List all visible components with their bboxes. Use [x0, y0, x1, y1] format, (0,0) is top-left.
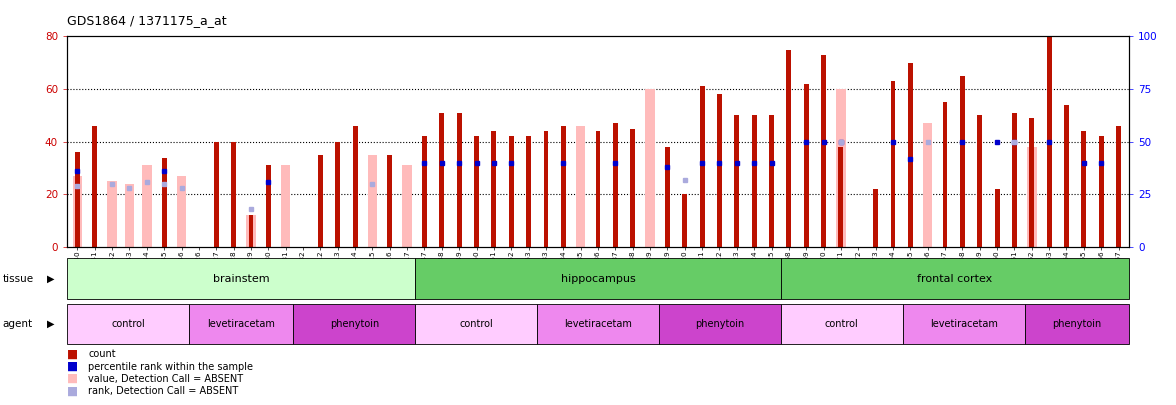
Bar: [125, 184, 134, 247]
Bar: [474, 136, 479, 247]
Bar: [368, 155, 377, 247]
Bar: [93, 126, 98, 247]
Bar: [630, 129, 635, 247]
Bar: [664, 147, 670, 247]
Bar: [440, 113, 445, 247]
Bar: [717, 94, 722, 247]
Bar: [107, 181, 116, 247]
Bar: [509, 136, 514, 247]
Bar: [1047, 36, 1051, 247]
Text: control: control: [111, 319, 145, 329]
Bar: [769, 115, 774, 247]
Text: levetiracetam: levetiracetam: [207, 319, 275, 329]
Text: ■: ■: [67, 360, 78, 373]
Bar: [613, 123, 617, 247]
Text: ■: ■: [67, 372, 78, 385]
Bar: [1029, 118, 1034, 247]
Text: rank, Detection Call = ABSENT: rank, Detection Call = ABSENT: [88, 386, 239, 396]
Bar: [1027, 147, 1036, 247]
Bar: [335, 142, 340, 247]
Bar: [162, 158, 167, 247]
Bar: [682, 194, 687, 247]
Text: tissue: tissue: [2, 274, 33, 284]
Text: phenytoin: phenytoin: [1053, 319, 1102, 329]
Bar: [75, 152, 80, 247]
Bar: [821, 55, 826, 247]
Text: control: control: [460, 319, 493, 329]
Bar: [1098, 136, 1103, 247]
Text: ■: ■: [67, 384, 78, 397]
Bar: [456, 113, 462, 247]
Bar: [646, 89, 655, 247]
Bar: [246, 215, 255, 247]
Text: brainstem: brainstem: [213, 274, 269, 284]
Bar: [595, 131, 601, 247]
Bar: [923, 123, 933, 247]
Text: hippocampus: hippocampus: [561, 274, 635, 284]
Bar: [561, 126, 566, 247]
Bar: [266, 165, 270, 247]
Text: ▶: ▶: [47, 274, 54, 284]
Bar: [318, 155, 322, 247]
Text: value, Detection Call = ABSENT: value, Detection Call = ABSENT: [88, 374, 243, 384]
Text: agent: agent: [2, 319, 33, 329]
Text: ■: ■: [67, 348, 78, 361]
Bar: [1116, 126, 1121, 247]
Bar: [214, 142, 219, 247]
Bar: [890, 81, 895, 247]
Bar: [803, 84, 809, 247]
Text: GDS1864 / 1371175_a_at: GDS1864 / 1371175_a_at: [67, 14, 227, 27]
Bar: [1013, 113, 1017, 247]
Bar: [402, 165, 412, 247]
Bar: [751, 115, 756, 247]
Text: phenytoin: phenytoin: [329, 319, 379, 329]
Text: count: count: [88, 350, 115, 359]
Bar: [977, 115, 982, 247]
Text: levetiracetam: levetiracetam: [564, 319, 632, 329]
Bar: [526, 136, 532, 247]
Bar: [995, 189, 1000, 247]
Bar: [943, 102, 948, 247]
Bar: [281, 165, 290, 247]
Bar: [836, 89, 846, 247]
Bar: [543, 131, 548, 247]
Text: phenytoin: phenytoin: [695, 319, 744, 329]
Text: ▶: ▶: [47, 319, 54, 329]
Bar: [908, 63, 913, 247]
Bar: [232, 142, 236, 247]
Bar: [176, 176, 186, 247]
Bar: [734, 115, 740, 247]
Text: control: control: [824, 319, 858, 329]
Bar: [838, 147, 843, 247]
Bar: [387, 155, 393, 247]
Bar: [492, 131, 496, 247]
Bar: [353, 126, 358, 247]
Bar: [787, 49, 791, 247]
Bar: [142, 165, 152, 247]
Bar: [874, 189, 878, 247]
Bar: [422, 136, 427, 247]
Text: frontal cortex: frontal cortex: [917, 274, 993, 284]
Bar: [73, 176, 82, 247]
Bar: [1082, 131, 1087, 247]
Bar: [576, 126, 586, 247]
Bar: [1064, 105, 1069, 247]
Text: percentile rank within the sample: percentile rank within the sample: [88, 362, 253, 371]
Bar: [248, 215, 253, 247]
Bar: [960, 76, 964, 247]
Text: levetiracetam: levetiracetam: [930, 319, 997, 329]
Bar: [700, 86, 704, 247]
